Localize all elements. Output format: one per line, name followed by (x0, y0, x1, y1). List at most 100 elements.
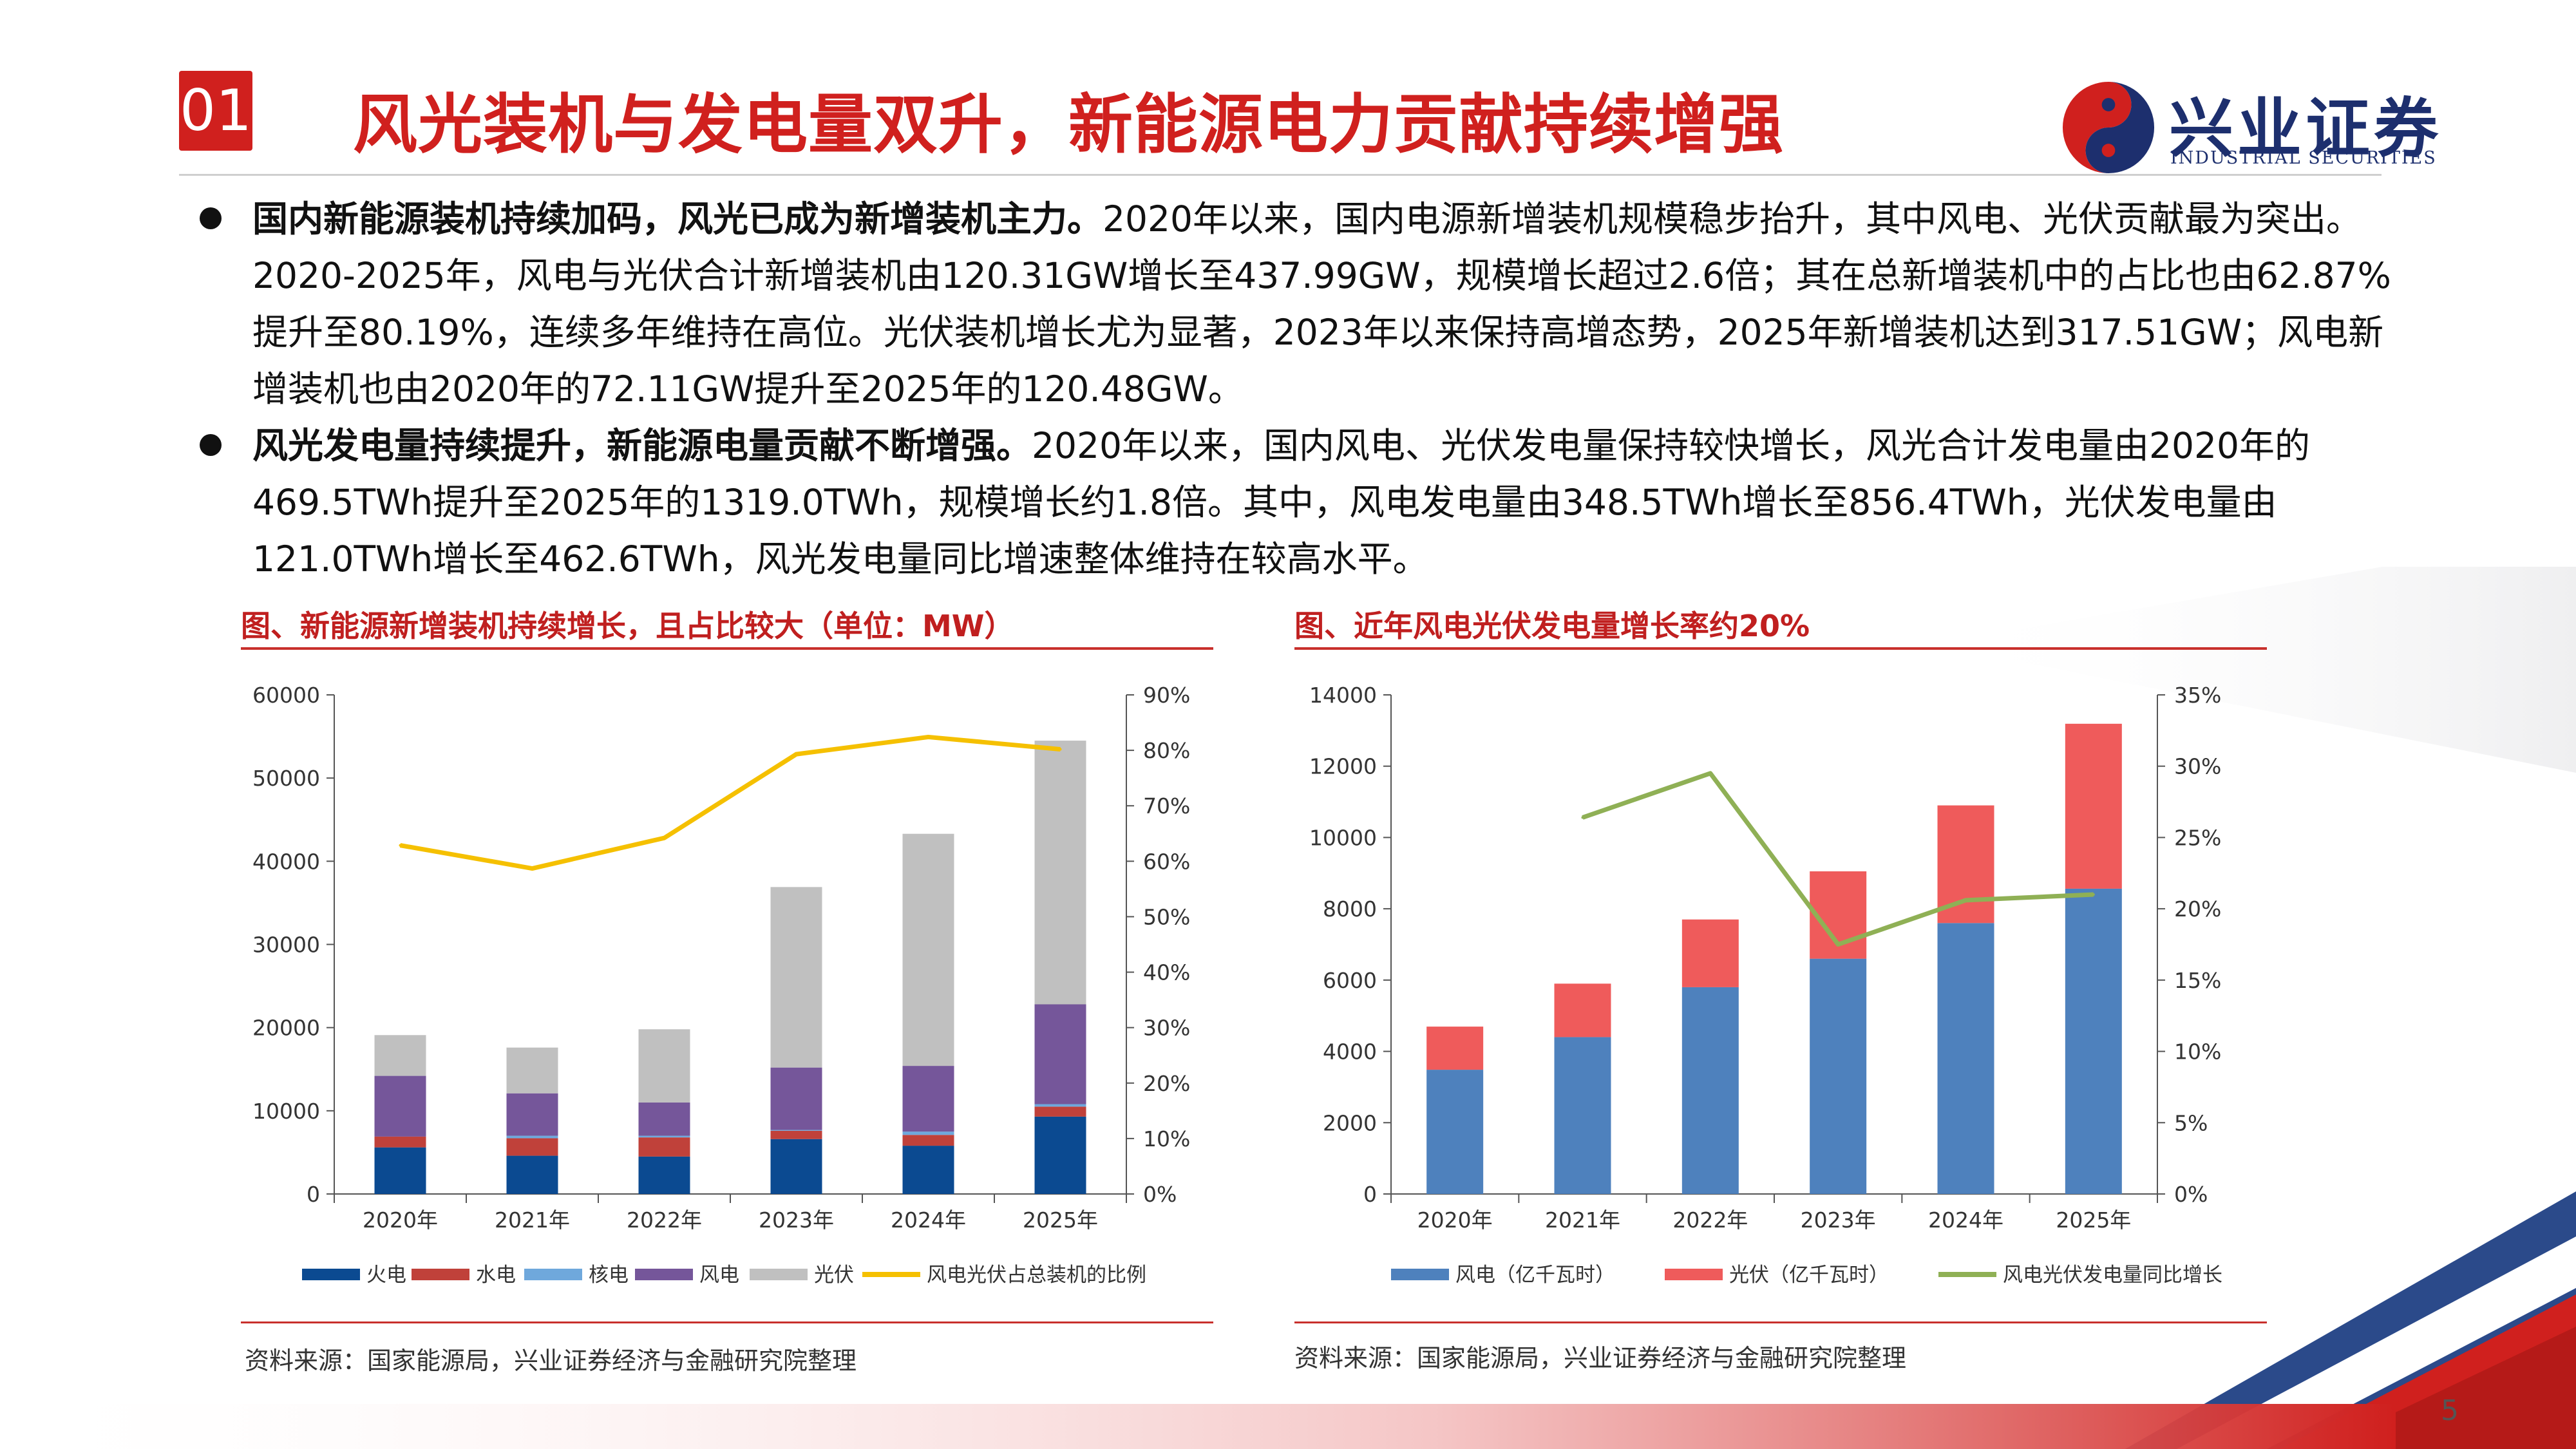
y2-tick-label: 50% (1143, 904, 1190, 929)
bar-segment (638, 1156, 690, 1194)
legend-label: 风电光伏发电量同比增长 (2003, 1264, 2222, 1287)
legend-label: 核电 (589, 1264, 629, 1287)
y2-tick-label: 20% (2174, 896, 2221, 922)
legend-swatch (302, 1269, 360, 1280)
y2-tick-label: 40% (1143, 960, 1190, 985)
y2-tick-label: 90% (1143, 683, 1190, 708)
y-tick-label: 14000 (1309, 683, 1377, 708)
bar-segment (902, 1135, 954, 1146)
x-tick-label: 2022年 (1672, 1208, 1748, 1233)
company-logo: 兴业证券 INDUSTRIAL SECURITIES (2061, 76, 2473, 174)
bar-segment (638, 1135, 690, 1138)
bar-segment (902, 1146, 954, 1194)
bar-segment (1034, 1004, 1086, 1104)
page-title: 风光装机与发电量双升，新能源电力贡献持续增强 (353, 87, 1784, 162)
bar-segment (1681, 987, 1739, 1194)
bar-segment (638, 1137, 690, 1157)
bar-segment (506, 1047, 558, 1094)
page-number: 5 (2441, 1394, 2459, 1427)
y2-tick-label: 15% (2174, 968, 2221, 993)
bullet-dot-icon (200, 207, 222, 229)
logo-mark-icon (2062, 81, 2155, 174)
y-tick-label: 60000 (252, 683, 320, 708)
y2-tick-label: 20% (1143, 1071, 1190, 1096)
y-tick-label: 30000 (252, 933, 320, 958)
bullet-heading: 风光发电量持续提升，新能源电量贡献不断增强。 (252, 425, 1032, 466)
bar-segment (1034, 1104, 1086, 1107)
legend-swatch (412, 1269, 469, 1280)
x-tick-label: 2025年 (2056, 1208, 2131, 1233)
left-chart-top-rule (241, 647, 1213, 650)
left-chart-bottom-rule (241, 1321, 1213, 1323)
bar-segment (506, 1135, 558, 1139)
bullet-heading: 国内新能源装机持续加码，风光已成为新增装机主力。 (252, 198, 1103, 240)
bar-segment (1937, 805, 1994, 923)
bar-segment (374, 1136, 426, 1148)
bar-segment (506, 1093, 558, 1136)
bar-segment (1426, 1070, 1484, 1194)
legend-swatch (635, 1269, 693, 1280)
bar-segment (638, 1102, 690, 1136)
bar-segment (506, 1138, 558, 1156)
footer-gradient-band (0, 1404, 2396, 1449)
bullet-list: 国内新能源装机持续加码，风光已成为新增装机主力。2020年以来，国内电源新增装机… (193, 191, 2396, 587)
bar-segment (374, 1147, 426, 1194)
x-tick-label: 2024年 (1928, 1208, 2003, 1233)
x-tick-label: 2022年 (627, 1208, 702, 1233)
y2-tick-label: 0% (1143, 1182, 1177, 1207)
y2-tick-label: 0% (2174, 1182, 2208, 1207)
bar-segment (1810, 958, 1867, 1194)
x-tick-label: 2023年 (1801, 1208, 1876, 1233)
y2-tick-label: 10% (2174, 1039, 2221, 1065)
left-chart-title: 图、新能源新增装机持续增长，且占比较大（单位：MW） (241, 609, 1014, 643)
bullet-dot-icon (200, 434, 222, 456)
line-point (795, 753, 798, 756)
line-point (1837, 943, 1840, 946)
y-tick-label: 6000 (1323, 968, 1377, 993)
line-point (2092, 893, 2095, 896)
y2-tick-label: 5% (2174, 1110, 2208, 1135)
y2-tick-label: 70% (1143, 793, 1190, 819)
y-tick-label: 10000 (1309, 825, 1377, 850)
right-chart-top-rule (1294, 647, 2267, 650)
y-tick-label: 10000 (252, 1099, 320, 1124)
line-point (1964, 898, 1967, 902)
bullet-item-installation: 国内新能源装机持续加码，风光已成为新增装机主力。2020年以来，国内电源新增装机… (193, 191, 2396, 417)
bar-segment (1554, 1037, 1611, 1194)
legend-label: 风电 (699, 1264, 739, 1287)
y2-tick-label: 25% (2174, 825, 2221, 850)
x-tick-label: 2021年 (495, 1208, 570, 1233)
bar-segment (2065, 888, 2122, 1194)
y2-tick-label: 10% (1143, 1126, 1190, 1151)
legend-swatch (1665, 1269, 1723, 1280)
x-tick-label: 2021年 (1545, 1208, 1620, 1233)
bar-segment (1937, 923, 1994, 1194)
logo-chinese-text: 兴业证券 (2169, 90, 2442, 166)
y-tick-label: 8000 (1323, 896, 1377, 922)
bar-segment (506, 1155, 558, 1194)
y-tick-label: 12000 (1309, 754, 1377, 779)
bullet-body: 2020年以来，国内风电、光伏发电量保持较快增长，风光合计发电量由2020年的4… (252, 425, 2310, 580)
bar-segment (902, 833, 954, 1066)
line-point (1059, 748, 1062, 751)
right-chart-title: 图、近年风电光伏发电量增长率约20% (1294, 609, 1810, 643)
y2-tick-label: 80% (1143, 738, 1190, 763)
x-tick-label: 2023年 (759, 1208, 834, 1233)
line-series (399, 734, 1061, 871)
line-point (1709, 772, 1712, 775)
bar-segment (770, 1130, 822, 1139)
legend-swatch (1391, 1269, 1449, 1280)
line-point (927, 735, 930, 739)
line-point (1581, 816, 1584, 819)
legend-label: 水电 (476, 1264, 516, 1287)
y-tick-label: 40000 (252, 849, 320, 874)
section-number-badge: 01 (179, 71, 252, 151)
legend-label: 火电 (366, 1264, 406, 1287)
bar-segment (770, 887, 822, 1068)
header-divider (179, 174, 2382, 176)
logo-english-text: INDUSTRIAL SECURITIES (2170, 148, 2437, 168)
bar-segment (1681, 919, 1739, 987)
y2-tick-label: 30% (2174, 754, 2221, 779)
y-tick-label: 2000 (1323, 1110, 1377, 1135)
bullet-item-generation: 风光发电量持续提升，新能源电量贡献不断增强。2020年以来，国内风电、光伏发电量… (193, 417, 2396, 587)
